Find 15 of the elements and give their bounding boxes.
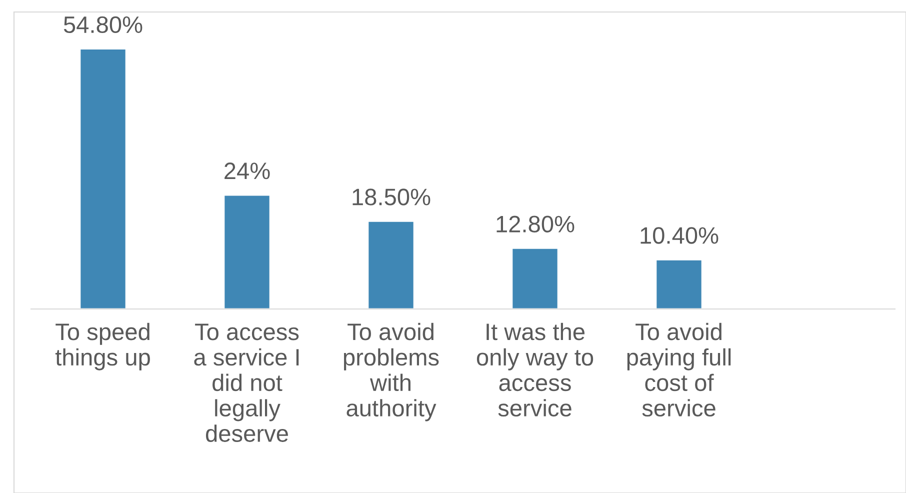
data-label: 10.40%	[640, 227, 718, 244]
x-tick-label: It was the only way to access service	[476, 322, 594, 417]
bar	[223, 194, 271, 309]
bar	[655, 258, 703, 309]
x-tick-label: To speed things up	[55, 322, 150, 370]
bar	[511, 248, 559, 309]
data-label: 18.50%	[352, 188, 430, 206]
x-tick-label: To access a service I did not legally deserve	[194, 324, 299, 442]
bar	[79, 48, 127, 309]
data-label: 12.80%	[496, 216, 574, 232]
data-label: 24%	[224, 162, 270, 180]
x-tick-label: To avoid paying full cost of service	[627, 322, 731, 417]
bar	[367, 220, 415, 309]
x-tick-label: To avoid problems with authority	[344, 322, 439, 422]
data-label: 54.80%	[64, 16, 142, 34]
